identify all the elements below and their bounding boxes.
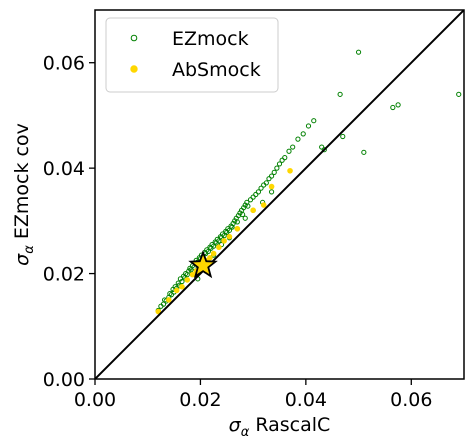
ezmock-point bbox=[279, 157, 285, 163]
legend: EZmock AbSmock bbox=[105, 17, 279, 93]
x-axis-label-text: RascalC bbox=[249, 414, 330, 436]
ezmock-point bbox=[247, 197, 254, 203]
ezmock-point bbox=[268, 173, 275, 179]
ezmock-point bbox=[263, 180, 269, 186]
x-axis-label: σα RascalC bbox=[229, 414, 331, 440]
axis-ticks: 0.000.00 0.02 0.02 0.04 0.04 0.06 0.06 bbox=[43, 53, 433, 411]
ezmock-point bbox=[250, 194, 256, 200]
legend-label-ezmock: EZmock bbox=[172, 28, 249, 50]
ezmock-point bbox=[188, 267, 194, 273]
ezmock-point bbox=[286, 148, 292, 154]
ezmock-point bbox=[340, 133, 346, 140]
absmock-point bbox=[207, 254, 213, 261]
x-tick-label: 0.06 bbox=[390, 389, 432, 411]
absmock-point bbox=[268, 183, 275, 190]
y-tick-label: 0.06 bbox=[43, 53, 85, 75]
plot-area bbox=[95, 10, 464, 379]
x-tick-label: 0.02 bbox=[179, 389, 221, 411]
ezmock-point bbox=[271, 169, 277, 175]
ezmock-point bbox=[266, 176, 272, 182]
absmock-point bbox=[155, 308, 162, 315]
absmock-point bbox=[234, 225, 241, 232]
legend-box bbox=[105, 17, 279, 93]
absmock-point bbox=[189, 271, 196, 278]
legend-label-absmock: AbSmock bbox=[172, 59, 261, 81]
ezmock-point bbox=[300, 131, 306, 137]
ezmock-point bbox=[276, 161, 283, 167]
absmock-point bbox=[216, 244, 222, 251]
x-tick-label: 0.00 bbox=[74, 389, 116, 411]
plot-frame bbox=[94, 9, 465, 380]
ezmock-point bbox=[395, 102, 401, 108]
ezmock-point bbox=[255, 189, 262, 195]
ezmock-point bbox=[216, 238, 222, 244]
absmock-point bbox=[179, 283, 185, 290]
highlight-star-marker bbox=[188, 250, 218, 279]
ezmock-point bbox=[311, 118, 317, 124]
y-axis-label: σα EZmock cov bbox=[11, 123, 37, 266]
absmock-point bbox=[287, 167, 293, 174]
ezmock-point bbox=[242, 215, 248, 221]
y-tick-label: 0.02 bbox=[43, 264, 85, 286]
ezmock-point bbox=[319, 144, 325, 150]
ezmock-point bbox=[361, 149, 367, 155]
ezmock-point bbox=[211, 243, 217, 249]
ezmock-point bbox=[205, 248, 211, 255]
ezmock-point bbox=[321, 147, 327, 153]
ezmock-point bbox=[456, 91, 462, 97]
legend-marker-ezmock bbox=[130, 34, 138, 42]
absmock-point bbox=[173, 287, 180, 294]
ezmock-point bbox=[240, 211, 246, 218]
absmock-point bbox=[221, 238, 227, 244]
ezmock-point bbox=[179, 278, 185, 285]
ezmock-point bbox=[168, 292, 175, 298]
absmock-point bbox=[260, 202, 267, 208]
ezmock-point bbox=[221, 233, 227, 239]
ezmock-point bbox=[290, 144, 296, 150]
ezmock-point bbox=[258, 185, 264, 191]
x-tick-label: 0.04 bbox=[285, 389, 327, 411]
ezmock-point bbox=[390, 104, 396, 111]
ezmock-point bbox=[305, 123, 312, 129]
absmock-point bbox=[250, 207, 256, 214]
y-tick-label: 0.04 bbox=[43, 158, 85, 180]
ezmock-point bbox=[282, 155, 288, 161]
ezmock-point bbox=[234, 219, 240, 225]
ezmock-point bbox=[245, 203, 251, 209]
ezmock-point bbox=[253, 191, 259, 198]
absmock-point bbox=[226, 233, 233, 240]
one-to-one-line bbox=[95, 10, 464, 379]
absmock-point bbox=[166, 297, 172, 303]
y-axis-label-text: EZmock cov bbox=[11, 123, 33, 245]
absmock-point bbox=[210, 250, 217, 257]
ezmock-point bbox=[355, 49, 362, 55]
ezmock-point bbox=[337, 91, 343, 97]
ezmock-point bbox=[226, 227, 233, 233]
ezmock-point bbox=[295, 136, 301, 142]
y-tick-label: 0.00 bbox=[43, 369, 85, 391]
absmock-point bbox=[184, 277, 191, 283]
ezmock-point bbox=[274, 165, 280, 171]
legend-marker-absmock bbox=[130, 65, 138, 73]
ezmock-point bbox=[268, 189, 275, 195]
